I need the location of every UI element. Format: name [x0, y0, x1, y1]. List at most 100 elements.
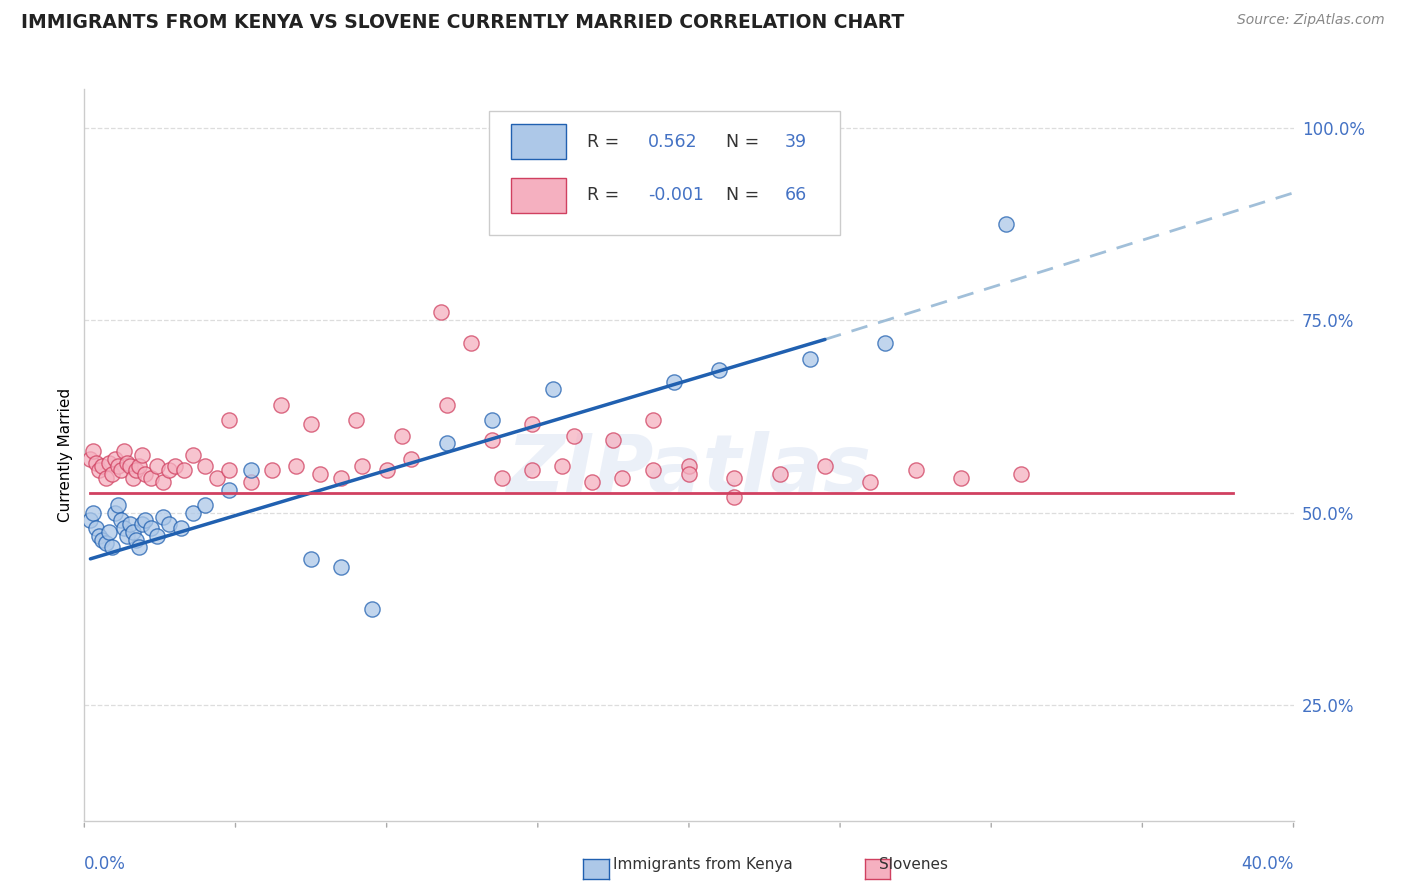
Text: Source: ZipAtlas.com: Source: ZipAtlas.com — [1237, 13, 1385, 28]
Text: Slovenes: Slovenes — [879, 857, 949, 872]
Point — [128, 459, 150, 474]
Text: 0.562: 0.562 — [648, 133, 697, 151]
Point — [270, 398, 292, 412]
FancyBboxPatch shape — [489, 112, 841, 235]
Point — [950, 471, 973, 485]
Point — [723, 471, 745, 485]
Point — [94, 471, 117, 485]
Point — [562, 428, 585, 442]
Point — [89, 529, 111, 543]
Point — [152, 509, 174, 524]
FancyBboxPatch shape — [512, 124, 565, 160]
Point — [104, 451, 127, 466]
Point — [859, 475, 882, 489]
Point — [134, 513, 156, 527]
Point — [239, 463, 262, 477]
Point — [1010, 467, 1032, 482]
Point — [79, 513, 101, 527]
FancyBboxPatch shape — [512, 178, 565, 213]
Point — [602, 433, 624, 447]
Point — [309, 467, 332, 482]
Point — [107, 459, 129, 474]
Point — [299, 552, 322, 566]
Text: R =: R = — [588, 133, 626, 151]
Point — [360, 602, 382, 616]
Text: ZIPatlas: ZIPatlas — [506, 431, 872, 508]
Point — [460, 336, 482, 351]
Text: -0.001: -0.001 — [648, 186, 704, 204]
Point — [239, 475, 262, 489]
Point — [814, 459, 837, 474]
Point — [491, 471, 513, 485]
Point — [904, 463, 927, 477]
Point — [260, 463, 283, 477]
Point — [79, 451, 101, 466]
Point — [118, 517, 141, 532]
Point — [551, 459, 574, 474]
Point — [131, 517, 153, 532]
Point — [678, 467, 700, 482]
Point — [430, 305, 453, 319]
Point — [163, 459, 186, 474]
Point — [146, 459, 169, 474]
Text: 40.0%: 40.0% — [1241, 855, 1294, 873]
Point — [82, 444, 104, 458]
Y-axis label: Currently Married: Currently Married — [58, 388, 73, 522]
Point — [128, 541, 150, 555]
Point — [541, 383, 564, 397]
Point — [125, 533, 148, 547]
Point — [520, 463, 543, 477]
Point — [799, 351, 821, 366]
Point — [284, 459, 308, 474]
Point — [678, 459, 700, 474]
Point — [641, 463, 664, 477]
Point — [391, 428, 413, 442]
Point — [91, 533, 114, 547]
Point — [110, 463, 132, 477]
Point — [181, 506, 204, 520]
Point — [89, 463, 111, 477]
Point — [218, 463, 240, 477]
Point — [207, 471, 229, 485]
Point — [481, 413, 503, 427]
Point — [100, 467, 122, 482]
Point — [82, 506, 104, 520]
Point — [86, 521, 108, 535]
Point — [995, 217, 1018, 231]
Point — [709, 363, 731, 377]
Point — [97, 456, 120, 470]
Point — [118, 459, 141, 474]
Point — [723, 490, 745, 504]
Point — [97, 524, 120, 539]
Point — [173, 463, 195, 477]
Text: 66: 66 — [785, 186, 807, 204]
Point — [581, 475, 603, 489]
Point — [134, 467, 156, 482]
Text: R =: R = — [588, 186, 626, 204]
Point — [91, 459, 114, 474]
Text: N =: N = — [727, 186, 765, 204]
Point — [157, 463, 180, 477]
Point — [346, 413, 368, 427]
Point — [481, 433, 503, 447]
Text: Immigrants from Kenya: Immigrants from Kenya — [613, 857, 793, 872]
Point — [194, 459, 217, 474]
Point — [146, 529, 169, 543]
Point — [110, 513, 132, 527]
Point — [875, 336, 897, 351]
Point — [612, 471, 634, 485]
Point — [399, 451, 422, 466]
Point — [330, 471, 353, 485]
Point — [94, 536, 117, 550]
Point — [100, 541, 122, 555]
Point — [194, 498, 217, 512]
Point — [125, 463, 148, 477]
Point — [86, 456, 108, 470]
Point — [115, 456, 138, 470]
Point — [299, 417, 322, 431]
Point — [121, 471, 143, 485]
Point — [115, 529, 138, 543]
Point — [520, 417, 543, 431]
Point — [218, 483, 240, 497]
Point — [170, 521, 193, 535]
